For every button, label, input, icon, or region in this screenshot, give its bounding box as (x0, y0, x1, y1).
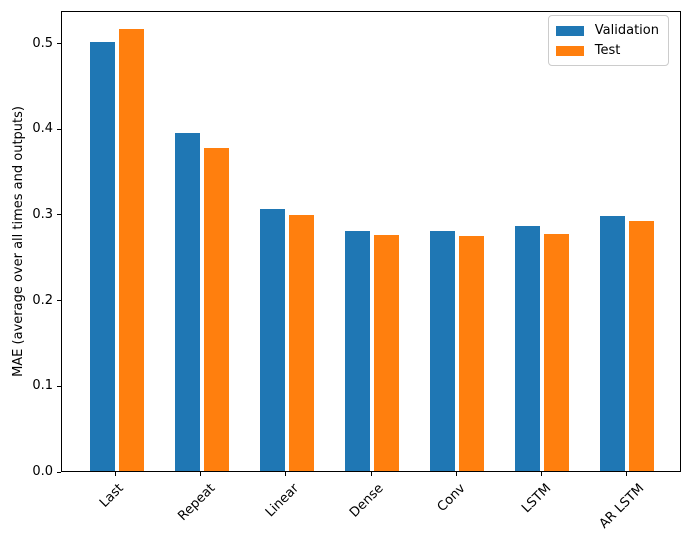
y-tick-mark-0.2 (57, 300, 61, 302)
legend-item-test: Test (555, 42, 659, 59)
x-tick-mark-ar-lstm (625, 472, 627, 476)
x-tick-label-dense: Dense (347, 481, 387, 521)
x-tick-label-linear: Linear (262, 481, 302, 521)
y-tick-label-0.2: 0.2 (32, 292, 53, 308)
x-tick-mark-conv (455, 472, 457, 476)
bar-test-ar-lstm (628, 220, 655, 471)
legend-swatch-validation (555, 25, 584, 36)
bar-test-dense (373, 234, 400, 471)
bar-validation-dense (344, 231, 371, 471)
legend-label-test: Test (594, 42, 621, 58)
x-tick-label-repeat: Repeat (175, 481, 219, 524)
y-tick-mark-0.1 (57, 385, 61, 387)
legend: Validation Test (547, 15, 669, 66)
x-tick-label-lstm: LSTM (519, 481, 555, 517)
y-tick-label-0.5: 0.5 (32, 35, 53, 51)
x-tick-mark-repeat (200, 472, 202, 476)
bar-validation-last (89, 41, 116, 471)
legend-swatch-test (555, 45, 584, 56)
y-tick-label-0.1: 0.1 (32, 378, 53, 394)
y-tick-label-0.3: 0.3 (32, 206, 53, 222)
y-tick-label-0.0: 0.0 (32, 464, 53, 479)
bar-test-last (118, 28, 145, 471)
x-tick-label-ar-lstm: AR LSTM (596, 481, 648, 532)
bar-test-repeat (203, 147, 230, 471)
bar-test-linear (288, 214, 315, 471)
bar-validation-linear (259, 208, 286, 471)
x-tick-label-conv: Conv (435, 481, 469, 515)
bar-validation-ar-lstm (599, 215, 626, 471)
legend-item-validation: Validation (555, 22, 659, 39)
y-tick-mark-0.0 (57, 471, 61, 473)
bar-test-conv (458, 236, 485, 471)
y-tick-mark-0.5 (57, 43, 61, 45)
y-tick-label-0.4: 0.4 (32, 121, 53, 137)
bar-validation-lstm (514, 225, 541, 471)
plot-area: Validation Test (61, 11, 681, 472)
bar-validation-conv (429, 231, 456, 471)
x-tick-mark-last (115, 472, 117, 476)
y-axis-label: MAE (average over all times and outputs) (10, 106, 26, 377)
x-tick-label-last: Last (97, 481, 127, 511)
legend-label-validation: Validation (594, 22, 659, 38)
x-tick-mark-linear (285, 472, 287, 476)
y-tick-mark-0.4 (57, 128, 61, 130)
x-tick-mark-dense (370, 472, 372, 476)
x-tick-mark-lstm (540, 472, 542, 476)
bar-validation-repeat (174, 132, 201, 471)
y-axis-label-container: MAE (average over all times and outputs) (8, 11, 28, 472)
bar-test-lstm (543, 233, 570, 471)
y-tick-mark-0.3 (57, 214, 61, 216)
